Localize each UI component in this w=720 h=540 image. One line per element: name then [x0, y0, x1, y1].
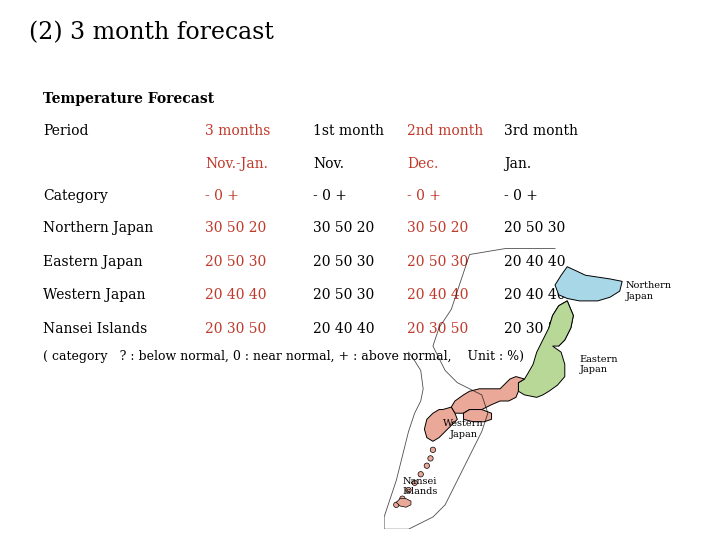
Text: 20 50 30: 20 50 30: [504, 221, 565, 235]
Text: (2) 3 month forecast: (2) 3 month forecast: [29, 22, 274, 45]
Text: 3 months: 3 months: [205, 124, 271, 138]
Polygon shape: [424, 407, 457, 441]
Text: - 0 +: - 0 +: [504, 189, 538, 203]
Text: Western Japan: Western Japan: [43, 288, 145, 302]
Text: 20 40 40: 20 40 40: [504, 255, 565, 269]
Circle shape: [406, 488, 411, 493]
Text: 2nd month: 2nd month: [407, 124, 483, 138]
Polygon shape: [518, 301, 573, 397]
Circle shape: [400, 496, 405, 501]
Text: 20 30 50: 20 30 50: [205, 322, 266, 336]
Text: ( category   ? : below normal, 0 : near normal, + : above normal,    Unit : %): ( category ? : below normal, 0 : near no…: [43, 350, 524, 363]
Text: Dec.: Dec.: [407, 157, 438, 171]
Text: 30 50 20: 30 50 20: [313, 221, 374, 235]
Circle shape: [428, 456, 433, 461]
Polygon shape: [464, 409, 492, 422]
Circle shape: [360, 521, 364, 525]
Text: Western
Japan: Western Japan: [443, 420, 484, 438]
Text: Temperature Forecast: Temperature Forecast: [43, 92, 215, 106]
Text: Northern Japan: Northern Japan: [43, 221, 153, 235]
Text: 20 50 30: 20 50 30: [313, 288, 374, 302]
Text: 20 30 50: 20 30 50: [407, 322, 468, 336]
Circle shape: [373, 515, 378, 519]
Text: Category: Category: [43, 189, 108, 203]
Text: 20 50 30: 20 50 30: [313, 255, 374, 269]
Polygon shape: [555, 267, 622, 301]
Text: - 0 +: - 0 +: [313, 189, 347, 203]
Polygon shape: [549, 301, 573, 346]
Text: Eastern
Japan: Eastern Japan: [580, 355, 618, 374]
Text: Nov.: Nov.: [313, 157, 344, 171]
Text: 20 40 40: 20 40 40: [504, 288, 565, 302]
Circle shape: [424, 463, 430, 468]
Text: Nansei Islands: Nansei Islands: [43, 322, 148, 336]
Polygon shape: [451, 376, 524, 413]
Text: 1st month: 1st month: [313, 124, 384, 138]
Text: - 0 +: - 0 +: [205, 189, 239, 203]
Text: 20 40 40: 20 40 40: [407, 288, 468, 302]
Text: Eastern Japan: Eastern Japan: [43, 255, 143, 269]
Text: Period: Period: [43, 124, 89, 138]
Text: 20 40 40: 20 40 40: [313, 322, 374, 336]
Text: - 0 +: - 0 +: [407, 189, 441, 203]
Text: 30 50 20: 30 50 20: [205, 221, 266, 235]
Text: 20 40 40: 20 40 40: [205, 288, 266, 302]
Text: Jan.: Jan.: [504, 157, 531, 171]
Circle shape: [394, 502, 399, 508]
Text: Nov.-Jan.: Nov.-Jan.: [205, 157, 268, 171]
Circle shape: [418, 471, 423, 477]
Text: 3rd month: 3rd month: [504, 124, 578, 138]
Text: 20 50 30: 20 50 30: [205, 255, 266, 269]
Text: 20 30 50: 20 30 50: [504, 322, 565, 336]
Text: 30 50 20: 30 50 20: [407, 221, 468, 235]
Circle shape: [431, 447, 436, 453]
Text: Nansei
Islands: Nansei Islands: [402, 477, 438, 496]
Text: Northern
Japan: Northern Japan: [626, 281, 672, 301]
Circle shape: [412, 480, 418, 485]
Text: 20 50 30: 20 50 30: [407, 255, 468, 269]
Polygon shape: [396, 498, 411, 507]
